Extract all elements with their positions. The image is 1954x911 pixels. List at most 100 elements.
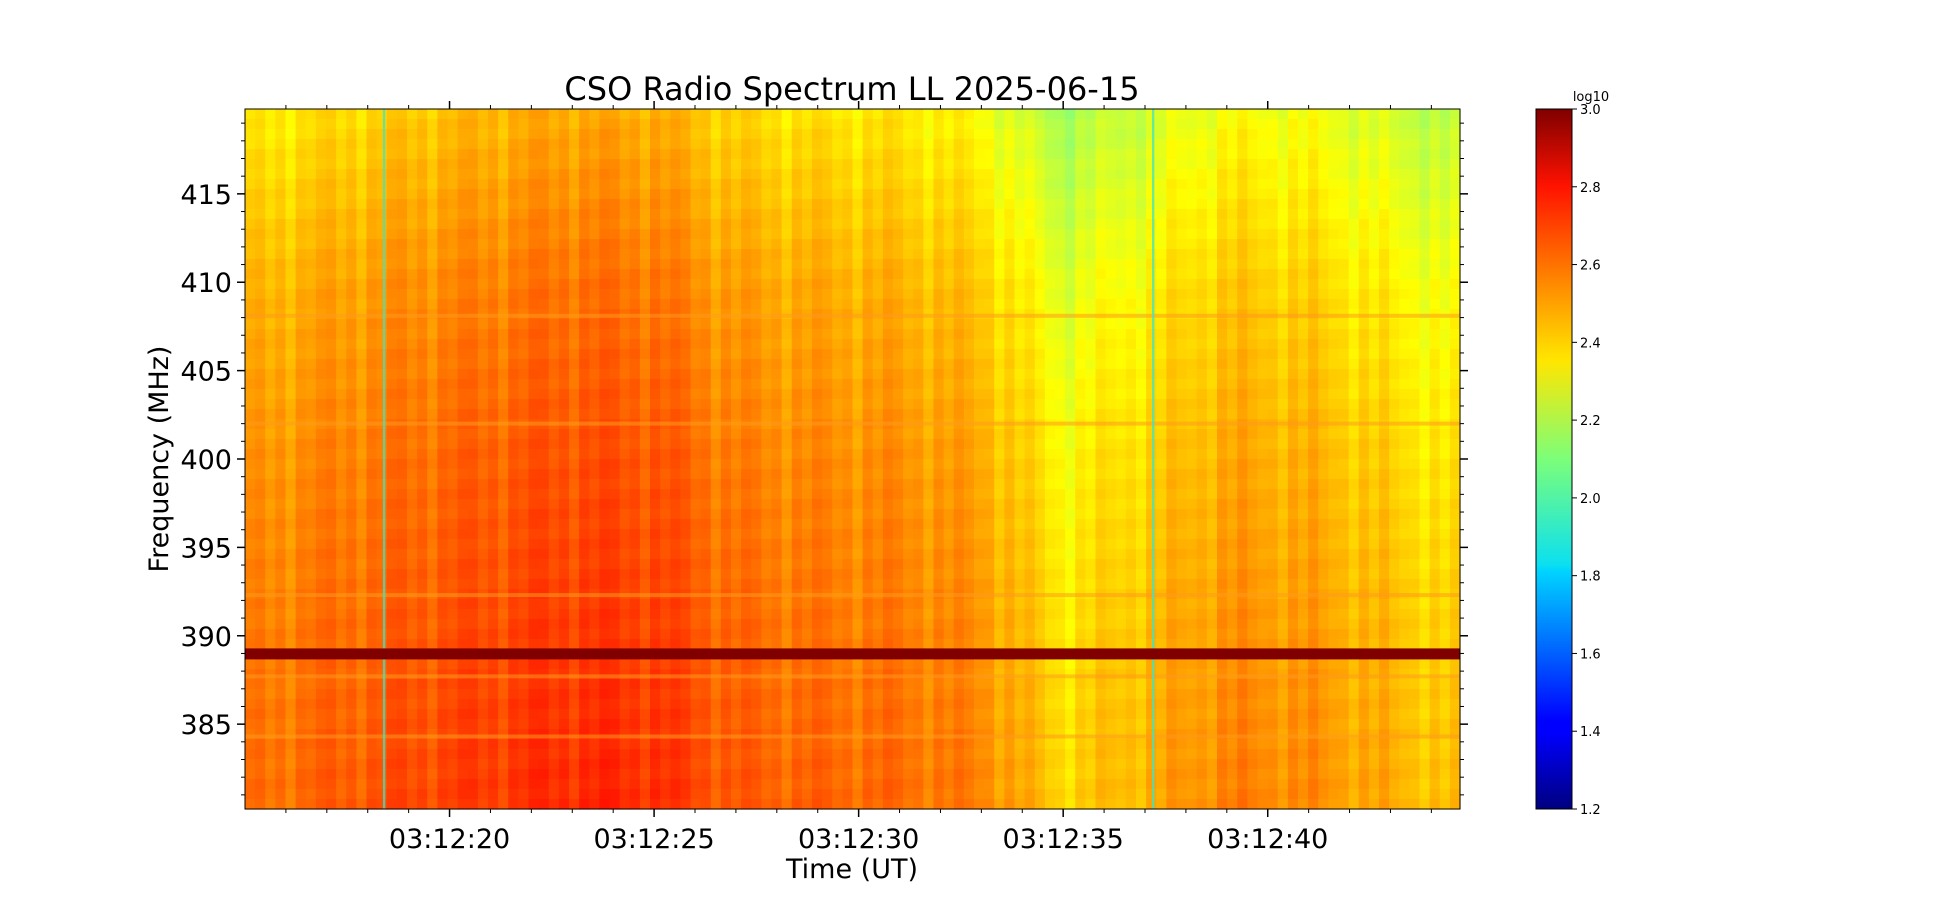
heatmap-cell xyxy=(427,609,438,620)
heatmap-cell xyxy=(569,189,580,200)
heatmap-cell xyxy=(275,199,287,210)
heatmap-cell xyxy=(710,529,722,540)
heatmap-cell xyxy=(801,639,813,650)
heatmap-cell xyxy=(670,449,681,460)
heatmap-cell xyxy=(619,619,631,630)
heatmap-cell xyxy=(751,129,762,140)
heatmap-cell xyxy=(386,789,398,800)
heatmap-cell xyxy=(376,629,388,640)
heatmap-cell xyxy=(427,739,438,750)
heatmap-cell xyxy=(751,529,762,540)
heatmap-cell xyxy=(903,359,914,370)
heatmap-cell xyxy=(295,229,307,240)
heatmap-cell xyxy=(700,539,712,550)
heatmap-cell xyxy=(386,699,398,710)
heatmap-cell xyxy=(660,729,671,740)
heatmap-cell xyxy=(822,149,833,160)
heatmap-cell xyxy=(801,709,813,720)
heatmap-cell xyxy=(629,599,641,610)
heatmap-cell xyxy=(943,529,955,540)
heatmap-cell xyxy=(700,219,712,230)
heatmap-cell xyxy=(508,709,519,720)
heatmap-cell xyxy=(336,409,347,420)
heatmap-cell xyxy=(285,619,297,630)
heatmap-cell xyxy=(285,139,297,150)
heatmap-cell xyxy=(457,559,469,570)
heatmap-cell xyxy=(943,699,955,710)
heatmap-cell xyxy=(812,149,823,160)
heatmap-cell xyxy=(791,359,803,370)
heatmap-cell xyxy=(326,239,337,250)
heatmap-cell xyxy=(467,429,479,440)
heatmap-cell xyxy=(346,639,357,650)
heatmap-cell xyxy=(477,459,489,470)
heatmap-cell xyxy=(376,249,388,260)
heatmap-cell xyxy=(548,269,560,280)
heatmap-cell xyxy=(609,409,621,420)
heatmap-cell xyxy=(710,429,722,440)
heatmap-cell xyxy=(477,789,489,800)
heatmap-cell xyxy=(650,539,661,550)
heatmap-cell xyxy=(882,629,894,640)
heatmap-cell xyxy=(245,699,256,710)
heatmap-cell xyxy=(579,359,590,370)
heatmap-cell xyxy=(488,479,499,490)
heatmap-cell xyxy=(629,299,641,310)
heatmap-cell xyxy=(538,629,550,640)
heatmap-cell xyxy=(761,409,773,420)
heatmap-cell xyxy=(761,729,773,740)
heatmap-cell xyxy=(407,249,418,260)
heatmap-cell xyxy=(498,519,509,530)
heatmap-cell xyxy=(862,379,874,390)
heatmap-cell xyxy=(488,149,499,160)
heatmap-cell xyxy=(781,769,793,780)
heatmap-cell xyxy=(548,659,560,670)
heatmap-cell xyxy=(943,569,955,580)
heatmap-cell xyxy=(660,109,671,120)
heatmap-cell xyxy=(508,229,519,240)
heatmap-cell xyxy=(396,119,408,130)
heatmap-cell xyxy=(356,139,368,150)
heatmap-cell xyxy=(457,719,469,730)
heatmap-cell xyxy=(751,269,762,280)
heatmap-cell xyxy=(609,209,621,220)
heatmap-cell xyxy=(882,279,894,290)
heatmap-cell xyxy=(589,319,600,330)
heatmap-cell xyxy=(680,349,692,360)
heatmap-cell xyxy=(488,319,499,330)
heatmap-cell xyxy=(660,709,671,720)
heatmap-cell xyxy=(680,719,692,730)
heatmap-cell xyxy=(528,159,540,170)
heatmap-cell xyxy=(447,709,459,720)
heatmap-cell xyxy=(609,189,621,200)
heatmap-cell xyxy=(599,389,611,400)
heatmap-cell xyxy=(812,769,823,780)
heatmap-cell xyxy=(386,759,398,770)
heatmap-cell xyxy=(255,749,266,760)
heatmap-cell xyxy=(832,359,843,370)
heatmap-cell xyxy=(295,779,307,790)
heatmap-cell xyxy=(386,139,398,150)
heatmap-cell xyxy=(801,339,813,350)
heatmap-cell xyxy=(781,689,793,700)
heatmap-cell xyxy=(680,519,692,530)
heatmap-cell xyxy=(741,349,752,360)
heatmap-cell xyxy=(467,509,479,520)
heatmap-cell xyxy=(477,339,489,350)
heatmap-cell xyxy=(275,399,287,410)
heatmap-cell xyxy=(609,339,621,350)
spectrogram-heatmap xyxy=(245,109,1461,810)
heatmap-cell xyxy=(761,119,773,130)
heatmap-cell xyxy=(872,579,884,590)
heatmap-cell xyxy=(609,479,621,490)
heatmap-cell xyxy=(467,139,479,150)
heatmap-cell xyxy=(366,709,378,720)
heatmap-cell xyxy=(518,349,530,360)
heatmap-cell xyxy=(326,749,337,760)
heatmap-cell xyxy=(457,569,469,580)
heatmap-cell xyxy=(407,209,418,220)
heatmap-cell xyxy=(609,569,621,580)
heatmap-cell xyxy=(447,189,459,200)
heatmap-cell xyxy=(751,539,762,550)
heatmap-cell xyxy=(862,479,874,490)
